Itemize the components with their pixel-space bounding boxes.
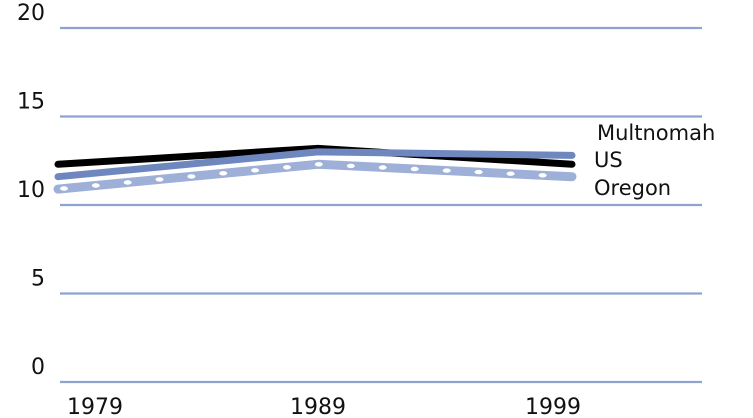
y-axis-tick-labels: 0 5 10 15 20 [17, 1, 45, 380]
series-lines [53, 144, 577, 194]
series-marker-oregon [378, 165, 387, 170]
series-marker-oregon [251, 168, 260, 173]
series-label-oregon: Oregon [594, 176, 671, 200]
series-marker-oregon [442, 168, 451, 173]
y-tick-label: 15 [17, 90, 45, 115]
series-marker-oregon [155, 177, 164, 182]
series-marker-oregon [314, 162, 323, 167]
x-tick-label: 1979 [67, 395, 123, 418]
series-marker-oregon [474, 169, 483, 175]
gridlines [60, 26, 702, 384]
series-marker-oregon [187, 174, 196, 179]
series-marker-oregon [506, 171, 515, 176]
x-tick-label: 1989 [290, 395, 346, 418]
y-tick-label: 20 [17, 1, 45, 26]
series-marker-oregon [410, 166, 419, 172]
series-marker-oregon [91, 183, 100, 188]
series-label-us: US [594, 148, 623, 172]
y-tick-label: 0 [31, 355, 45, 380]
series-label-multnomah: Multnomah [597, 121, 715, 145]
series-marker-oregon [219, 171, 228, 176]
series-line-us [54, 148, 576, 181]
series-marker-oregon [283, 165, 291, 170]
series-marker-oregon [123, 180, 132, 185]
series-labels: Multnomah US Oregon [594, 121, 715, 200]
x-tick-label: 1999 [525, 395, 581, 418]
series-marker-oregon [346, 163, 355, 169]
y-tick-label: 10 [17, 178, 45, 203]
series-marker-oregon [538, 173, 547, 178]
x-axis-tick-labels: 1979 1989 1999 [67, 395, 581, 418]
series-marker-oregon [60, 186, 68, 191]
y-tick-label: 5 [31, 267, 45, 292]
